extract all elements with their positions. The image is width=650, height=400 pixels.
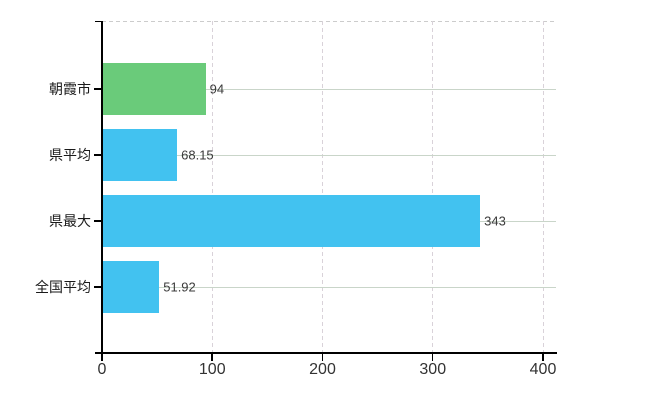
- gridline-vertical: [322, 21, 323, 353]
- x-tick: [211, 354, 213, 361]
- bar-value-label: 51.92: [163, 279, 196, 295]
- x-tick-label: 200: [309, 361, 336, 378]
- gridline-vertical: [432, 21, 434, 353]
- x-tick: [101, 354, 103, 361]
- bar: [102, 261, 160, 313]
- plot-top-border: [102, 21, 556, 22]
- y-tick: [94, 220, 101, 222]
- category-label: 朝霞市: [49, 81, 91, 97]
- x-tick: [431, 354, 434, 361]
- gridline-horizontal: [102, 286, 556, 288]
- x-tick-label: 0: [97, 361, 107, 378]
- gridline-vertical: [211, 21, 213, 353]
- y-tick: [94, 88, 101, 90]
- bar: [102, 129, 178, 181]
- bar-value-label: 68.15: [181, 147, 214, 163]
- x-tick: [542, 354, 544, 361]
- gridline-horizontal: [102, 88, 556, 90]
- x-axis: [95, 352, 557, 354]
- y-axis-top-tick: [95, 20, 102, 22]
- category-label: 県平均: [49, 147, 91, 163]
- bar: [102, 63, 206, 115]
- x-tick: [321, 354, 323, 361]
- x-tick-label: 300: [419, 361, 447, 378]
- y-tick: [94, 286, 101, 288]
- bar-value-label: 343: [484, 213, 506, 229]
- bar: [102, 195, 481, 247]
- y-axis: [100, 21, 103, 360]
- x-tick-label: 400: [529, 361, 557, 378]
- bar-value-label: 94: [209, 81, 225, 97]
- gridline-vertical: [542, 21, 544, 353]
- x-tick-label: 100: [198, 361, 226, 378]
- category-label: 県最大: [49, 213, 91, 229]
- y-tick: [94, 154, 101, 156]
- category-label: 全国平均: [35, 279, 91, 295]
- gridline-horizontal: [102, 154, 556, 156]
